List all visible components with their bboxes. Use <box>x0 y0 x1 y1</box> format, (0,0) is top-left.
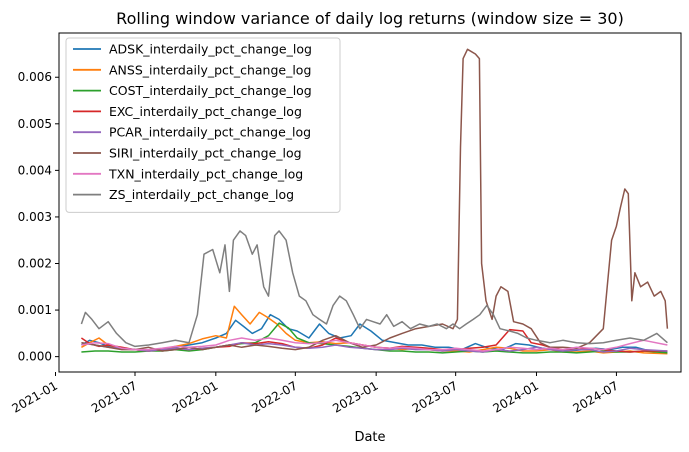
y-axis: 0.000 0.001 0.002 0.003 0.004 0.005 0.006 <box>18 70 59 364</box>
series-line-siri <box>81 48 669 352</box>
legend-label: ANSS_interdaily_pct_change_log <box>109 62 311 77</box>
y-tick-label: 0.003 <box>18 210 52 224</box>
x-axis-label: Date <box>354 430 385 445</box>
y-tick-label: 0.000 <box>18 350 52 364</box>
legend-label: SIRI_interdaily_pct_change_log <box>109 146 302 161</box>
series-line-txn <box>81 337 668 352</box>
legend-label: COST_interdaily_pct_change_log <box>109 83 312 98</box>
legend-label: TXN_interdaily_pct_change_log <box>108 166 303 181</box>
chart-title: Rolling window variance of daily log ret… <box>116 9 624 28</box>
series-layer <box>80 48 669 355</box>
legend-box <box>65 37 341 213</box>
legend-label: PCAR_interdaily_pct_change_log <box>109 125 311 140</box>
series-line-zs <box>80 230 668 348</box>
legend: ADSK_interdaily_pct_change_log ANSS_inter… <box>65 37 341 213</box>
y-tick-label: 0.001 <box>18 303 52 317</box>
legend-label: EXC_interdaily_pct_change_log <box>109 104 302 119</box>
y-tick-label: 0.002 <box>18 257 52 271</box>
y-tick-label: 0.005 <box>18 117 52 131</box>
legend-label: ADSK_interdaily_pct_change_log <box>109 42 312 57</box>
plot-frame <box>58 32 682 373</box>
y-tick-label: 0.004 <box>18 163 52 177</box>
y-tick-label: 0.006 <box>18 70 52 84</box>
legend-label: ZS_interdaily_pct_change_log <box>109 187 294 202</box>
